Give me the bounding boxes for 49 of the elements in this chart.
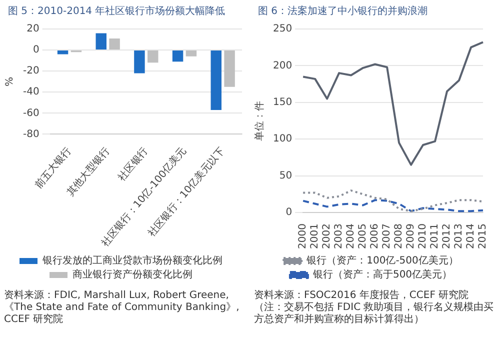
x-tick-label: 2007 (382, 224, 393, 250)
x-tick-label: 2000 (298, 224, 309, 250)
y-tick-label: 150 (272, 97, 292, 108)
bar (224, 50, 235, 87)
legend-label: 商业银行资产份额变化比例 (72, 268, 192, 281)
legend-label: 银行（资产：100亿-500亿美元） (306, 254, 458, 267)
bar (134, 50, 145, 74)
x-tick-label: 2006 (370, 224, 381, 250)
y-axis-title: 单位：件 (254, 100, 266, 141)
x-tick-label: 2008 (394, 224, 405, 250)
bar (57, 50, 68, 54)
x-tick-label: 2001 (310, 224, 321, 250)
x-tick-label: 2005 (358, 224, 369, 250)
x-tick-label: 2004 (346, 224, 357, 250)
bar (148, 50, 158, 63)
y-tick-label: -80 (22, 128, 40, 140)
chart-title: 图 6：法案加速了中小银行的并购浪潮 (257, 4, 429, 19)
y-tick-label: -20 (22, 66, 40, 77)
bar (210, 50, 222, 110)
text: 资料来源：FSOC2016 年度报告，CCEF 研究院 (253, 290, 470, 302)
x-tick-label: 2002 (322, 224, 333, 250)
y-tick-label: -60 (22, 108, 40, 119)
text: 资料来源：FDIC, Marshall Lux, Robert Greene,《The State and Fate of Community Banking》, CCEF 研究院 (3, 290, 240, 326)
y-tick-label: 250 (272, 24, 292, 35)
y-tick-label: 0 (286, 207, 292, 218)
x-tick-label: 2015 (478, 224, 489, 250)
chart-title: 图 5：2010-2014 年社区银行市场份额大幅降低 (7, 4, 226, 19)
y-tick-label: 100 (272, 134, 292, 145)
bar (186, 50, 197, 56)
y-axis-title: % (4, 76, 16, 86)
x-tick-label: 2003 (334, 224, 345, 250)
y-tick-label: -40 (22, 86, 40, 98)
x-tick-label: 2009 (406, 224, 417, 250)
y-tick-label: 50 (279, 170, 292, 182)
x-tick-label: 2013 (454, 224, 465, 250)
y-tick-label: 0 (32, 44, 40, 56)
x-tick-label: 2011 (430, 224, 441, 250)
text: （注：交易不包括 FDIC 救助项目，银行名义规模由买方总资产和并购宣称的目标计算得出） (253, 302, 495, 326)
x-tick-label: 2014 (466, 224, 477, 250)
legend-label: 银行发放的工商业贷款市场份额变化比例 (42, 254, 222, 267)
bar (172, 50, 184, 62)
y-tick-label: 200 (272, 60, 292, 72)
x-tick-label: 2010 (418, 224, 429, 250)
bar (109, 38, 120, 50)
x-tick-label: 2012 (442, 224, 453, 250)
y-tick-label: 20 (26, 24, 40, 35)
bar (96, 33, 106, 50)
x-tick-label: 社区银行 (116, 144, 150, 184)
legend-label: 银行（资产：高于500亿美元） (312, 268, 452, 281)
